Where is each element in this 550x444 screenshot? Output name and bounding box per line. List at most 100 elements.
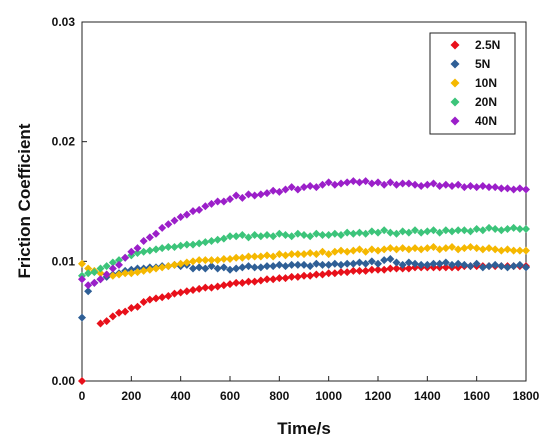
data-point (380, 265, 389, 274)
data-point (195, 205, 204, 214)
y-axis-ticks: 0.00 0.01 0.02 0.03 (52, 15, 87, 388)
data-point (250, 263, 259, 272)
x-tick-label: 1000 (315, 389, 342, 403)
data-point (423, 180, 432, 189)
data-point (300, 183, 308, 192)
data-point (158, 263, 167, 272)
data-point (133, 268, 142, 277)
data-point (238, 253, 247, 262)
data-point (115, 308, 123, 317)
data-point (349, 259, 358, 268)
data-point (386, 264, 395, 273)
data-point (232, 232, 241, 241)
data-point (238, 193, 247, 202)
data-point (158, 244, 167, 253)
data-point (472, 244, 481, 253)
data-point (441, 244, 450, 253)
data-point (485, 223, 493, 232)
data-point (417, 181, 426, 190)
data-point (324, 231, 333, 240)
data-point (355, 178, 364, 187)
data-point (176, 213, 185, 222)
data-point (435, 228, 444, 237)
data-point (269, 186, 278, 195)
data-point (343, 178, 352, 187)
x-tick-label: 1800 (513, 389, 540, 403)
data-point (306, 181, 315, 190)
data-point (139, 247, 148, 256)
data-point (478, 245, 487, 254)
data-point (374, 265, 382, 274)
data-point (84, 264, 93, 273)
data-point (318, 247, 327, 256)
data-point (485, 244, 493, 253)
data-point (244, 190, 253, 199)
data-point (219, 234, 228, 243)
data-point (127, 304, 136, 313)
data-point (139, 298, 148, 307)
data-point (201, 283, 210, 292)
data-point (417, 260, 426, 269)
data-point (207, 236, 216, 245)
data-point (84, 281, 93, 290)
data-point (392, 229, 401, 238)
data-points (78, 177, 530, 385)
data-point (509, 262, 518, 271)
data-point (195, 284, 204, 293)
data-point (441, 258, 450, 267)
data-point (485, 183, 493, 192)
data-point (491, 225, 500, 234)
data-point (367, 179, 376, 188)
data-point (330, 259, 339, 268)
data-point (417, 245, 426, 254)
data-point (466, 227, 475, 236)
data-point (281, 185, 290, 194)
x-tick-label: 600 (220, 389, 240, 403)
data-point (343, 259, 352, 268)
data-point (312, 229, 321, 238)
data-point (269, 275, 278, 284)
data-point (263, 189, 271, 198)
data-point (244, 252, 253, 261)
data-point (312, 183, 321, 192)
data-point (275, 229, 284, 238)
data-point (386, 254, 395, 263)
y-axis-title: Friction Coefficient (15, 123, 34, 278)
data-point (515, 225, 524, 234)
data-point (300, 250, 308, 259)
data-point (232, 191, 241, 200)
data-point (423, 227, 432, 236)
data-point (460, 260, 469, 269)
data-point (207, 262, 216, 271)
data-point (250, 277, 259, 286)
data-point (232, 253, 241, 262)
data-point (189, 264, 197, 273)
data-point (491, 245, 500, 254)
data-point (361, 247, 370, 256)
data-point (392, 258, 401, 267)
data-point (293, 250, 302, 259)
data-point (522, 263, 530, 272)
data-point (176, 288, 185, 297)
data-point (250, 231, 259, 240)
data-point (133, 248, 142, 257)
data-point (312, 250, 321, 259)
data-point (522, 185, 530, 194)
data-point (182, 240, 191, 249)
series-20n (78, 223, 530, 280)
data-point (429, 179, 438, 188)
data-point (509, 246, 518, 255)
data-point (491, 260, 500, 269)
data-point (164, 262, 173, 271)
data-point (429, 242, 438, 251)
y-tick-label: 0.02 (52, 135, 76, 149)
data-point (324, 250, 333, 259)
data-point (367, 265, 376, 274)
data-point (244, 233, 253, 242)
data-point (164, 220, 173, 229)
data-point (213, 264, 222, 273)
data-point (164, 242, 173, 251)
legend-marker (450, 116, 460, 126)
data-point (361, 259, 370, 268)
data-point (78, 377, 86, 385)
